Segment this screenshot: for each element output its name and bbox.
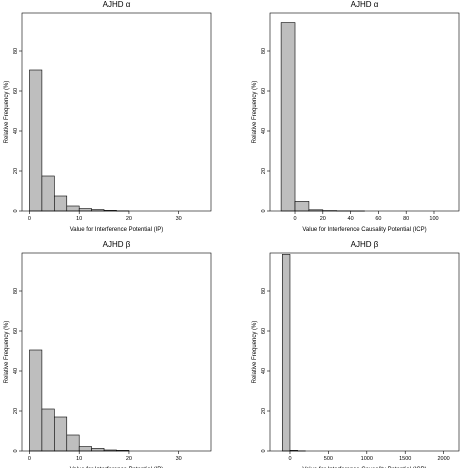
x-tick-label: 20 [126, 456, 132, 462]
chart-title: AJHD α [103, 0, 131, 9]
y-tick-label: 20 [261, 408, 267, 414]
x-tick-label: 0 [288, 456, 291, 462]
x-tick-label: 60 [375, 216, 381, 222]
chart-title: AJHD β [103, 240, 131, 249]
histogram-bar [91, 448, 105, 452]
chart-title: AJHD α [351, 0, 379, 9]
y-tick-label: 80 [261, 48, 267, 54]
plot-frame [21, 12, 212, 212]
y-tick-label: 60 [13, 328, 19, 334]
panel-icp-beta: AJHD β0500100015002000020406080Value for… [252, 240, 460, 468]
y-tick-label: 20 [13, 408, 19, 414]
x-tick-label: 30 [176, 216, 182, 222]
x-tick-label: 2000 [438, 456, 450, 462]
y-tick-label: 60 [13, 88, 19, 94]
panel-ip-beta: AJHD β0102030020406080Value for Interfer… [4, 240, 212, 468]
chart-title: AJHD β [351, 240, 379, 249]
histogram-bar [66, 205, 80, 212]
histogram-bar [66, 434, 80, 452]
histogram-bar [41, 408, 55, 452]
y-tick-label: 0 [13, 449, 19, 452]
y-tick-label: 80 [13, 48, 19, 54]
x-tick-label: 30 [176, 456, 182, 462]
x-tick-label: 40 [348, 216, 354, 222]
x-tick-label: 0 [28, 456, 31, 462]
y-tick-label: 20 [261, 168, 267, 174]
histogram-bar [54, 416, 68, 452]
histogram-bar [294, 201, 310, 212]
y-tick-label: 40 [13, 128, 19, 134]
y-tick-label: 60 [261, 328, 267, 334]
y-tick-label: 40 [261, 368, 267, 374]
x-tick-label: 20 [320, 216, 326, 222]
y-axis-label: Relative Frequency (%) [4, 81, 10, 144]
plot-frame [269, 12, 460, 212]
histogram-bar [29, 69, 43, 212]
histogram-bar [41, 175, 55, 212]
y-tick-label: 80 [261, 288, 267, 294]
histogram-bar [280, 22, 296, 212]
plot-frame [21, 252, 212, 452]
x-tick-label: 20 [126, 216, 132, 222]
x-tick-label: 1000 [361, 456, 373, 462]
y-axis-label: Relative Frequency (%) [252, 321, 258, 384]
x-tick-label: 80 [403, 216, 409, 222]
y-tick-label: 80 [13, 288, 19, 294]
x-axis-label: Value for Interference Potential (IP) [70, 227, 164, 233]
y-tick-label: 40 [13, 368, 19, 374]
x-tick-label: 10 [76, 216, 82, 222]
y-tick-label: 20 [13, 168, 19, 174]
y-tick-label: 60 [261, 88, 267, 94]
y-tick-label: 0 [261, 449, 267, 452]
x-tick-label: 100 [429, 216, 438, 222]
x-tick-label: 500 [324, 456, 333, 462]
histogram-bar [54, 195, 68, 212]
plot-frame [269, 252, 460, 452]
y-tick-label: 0 [13, 209, 19, 212]
x-tick-label: 0 [293, 216, 296, 222]
histogram-bar [78, 446, 92, 452]
y-axis-label: Relative Frequency (%) [252, 81, 258, 144]
x-axis-label: Value for Interference Causality Potenti… [302, 227, 426, 233]
x-tick-label: 0 [28, 216, 31, 222]
panel-icp-alpha: AJHD α 0 20 40 60 80 100 0 20 40 60 80 Value for Int… [252, 0, 460, 233]
x-tick-label: 1500 [399, 456, 411, 462]
x-tick-label: 10 [76, 456, 82, 462]
y-axis-label: Relative Frequency (%) [4, 321, 10, 384]
histogram-bar [281, 254, 291, 452]
histogram-bar [29, 349, 43, 452]
histogram-bar [78, 208, 92, 212]
y-tick-label: 40 [261, 128, 267, 134]
panel-ip-alpha: AJHD α 0 10 20 30 0 20 40 60 80 Value for Interfer… [4, 0, 212, 233]
y-tick-label: 0 [261, 209, 267, 212]
